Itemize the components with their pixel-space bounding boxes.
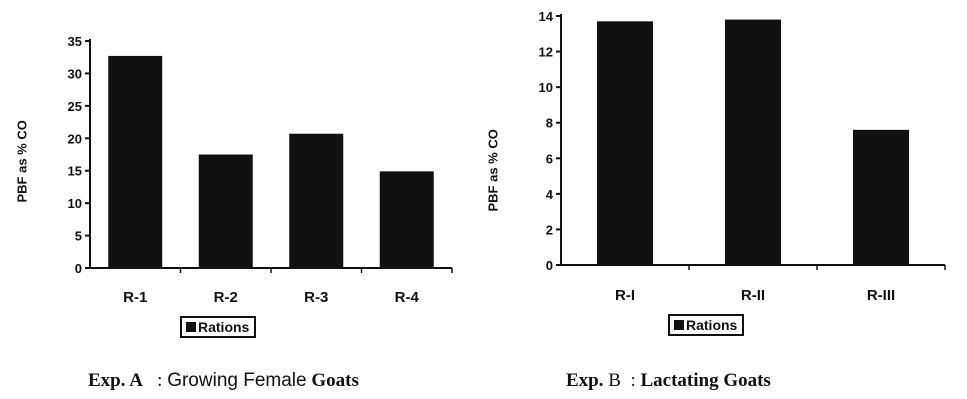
y-tick-label: 14 bbox=[539, 9, 554, 24]
y-tick-label: 35 bbox=[68, 34, 82, 49]
y-tick-label: 0 bbox=[546, 258, 553, 273]
caption-a-exp: Exp. A bbox=[88, 370, 143, 391]
legend-label-a: Rations bbox=[198, 319, 250, 335]
caption-b-sep: : bbox=[630, 370, 636, 391]
bar-chart-b: 0 2 4 6 8 10 12 14 R-I R-II R-III bbox=[539, 9, 946, 304]
caption-b-exp: Exp. bbox=[566, 370, 604, 391]
y-tick-label: 12 bbox=[539, 45, 553, 60]
y-tick-label: 25 bbox=[68, 99, 82, 114]
legend-swatch-a bbox=[186, 322, 196, 332]
y-tick-label: 10 bbox=[68, 196, 82, 211]
bar-chart-a: 0 5 10 15 20 25 30 35 R-1 R-2 R-3 R-4 bbox=[68, 34, 453, 306]
legend-swatch-b bbox=[674, 320, 684, 330]
legend-b: Rations bbox=[668, 314, 745, 336]
y-tick-label: 30 bbox=[68, 66, 82, 81]
y-tick-label: 5 bbox=[75, 229, 82, 244]
bar-r-2 bbox=[198, 154, 253, 268]
bar-r-iii bbox=[853, 129, 909, 265]
y-tick-label: 4 bbox=[546, 187, 554, 202]
y-tick-label: 0 bbox=[75, 261, 82, 276]
x-category-label: R-I bbox=[615, 287, 635, 304]
bar-r-4 bbox=[379, 171, 434, 268]
y-axis-label-b: PBF as % CO bbox=[485, 129, 501, 212]
caption-a-sep: : bbox=[157, 370, 163, 391]
x-category-label: R-3 bbox=[304, 289, 328, 306]
caption-b: Exp. B : Lactating Goats bbox=[566, 370, 771, 392]
bar-r-3 bbox=[289, 133, 344, 268]
y-tick-label: 10 bbox=[539, 80, 553, 95]
y-tick-label: 20 bbox=[68, 131, 82, 146]
x-category-label: R-1 bbox=[123, 289, 147, 306]
caption-a-text: Growing Female bbox=[167, 370, 307, 391]
y-tick-label: 6 bbox=[546, 151, 553, 166]
x-category-label: R-4 bbox=[395, 289, 420, 306]
caption-b-exp2: B bbox=[608, 370, 621, 391]
y-axis-label-a: PBF as % CO bbox=[14, 120, 30, 203]
y-tick-label: 2 bbox=[546, 222, 553, 237]
caption-b-text: Lactating Goats bbox=[640, 370, 771, 391]
caption-a: Exp. A : Growing Female Goats bbox=[88, 370, 359, 392]
caption-a-bold: Goats bbox=[311, 370, 359, 391]
bar-r-i bbox=[597, 21, 653, 266]
bar-r-1 bbox=[108, 55, 163, 268]
legend-label-b: Rations bbox=[686, 317, 738, 333]
chart-panel-a: 0 5 10 15 20 25 30 35 R-1 R-2 R-3 R-4 PBF as % CO R… bbox=[0, 0, 470, 399]
chart-panel-b: 0 2 4 6 8 10 12 14 R-I R-II R-III PBF as % CO Rati… bbox=[480, 0, 967, 399]
x-category-label: R-III bbox=[867, 287, 895, 304]
x-category-label: R-2 bbox=[214, 289, 238, 306]
legend-a: Rations bbox=[180, 316, 257, 338]
y-tick-label: 15 bbox=[68, 164, 82, 179]
x-category-label: R-II bbox=[741, 287, 765, 304]
bar-r-ii bbox=[725, 19, 781, 265]
y-tick-label: 8 bbox=[546, 116, 553, 131]
